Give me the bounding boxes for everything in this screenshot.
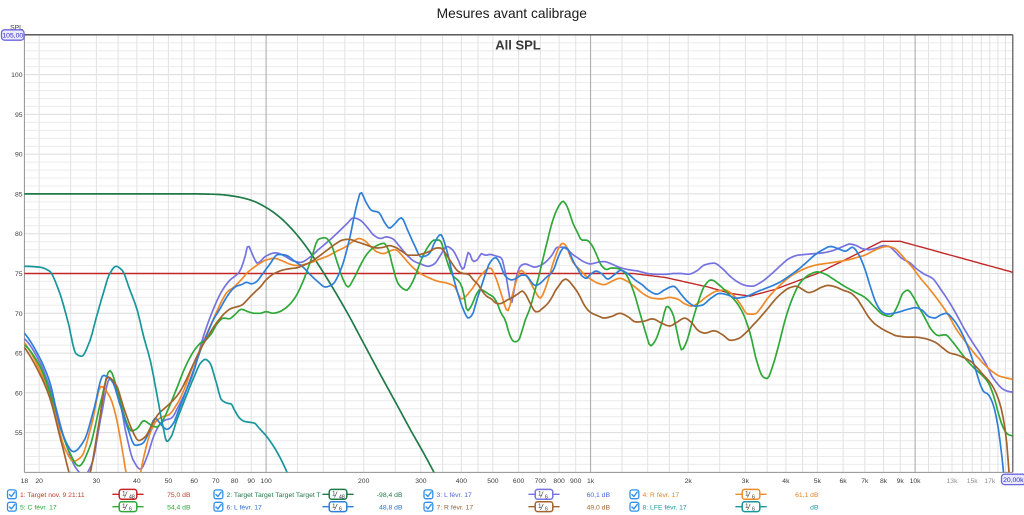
svg-text:6: 6 <box>545 507 548 513</box>
svg-text:500: 500 <box>487 478 499 485</box>
svg-text:65: 65 <box>15 351 23 358</box>
svg-text:dB: dB <box>810 504 819 511</box>
svg-text:/: / <box>334 503 338 512</box>
svg-text:7k: 7k <box>861 478 869 485</box>
svg-text:8k: 8k <box>880 478 888 485</box>
svg-text:6: L févr. 17: 6: L févr. 17 <box>227 504 262 511</box>
svg-text:1: 1 <box>538 492 542 498</box>
svg-text:90: 90 <box>15 152 23 159</box>
svg-text:48,8 dB: 48,8 dB <box>379 504 403 511</box>
svg-text:90: 90 <box>247 478 255 485</box>
svg-text:60,1 dB: 60,1 dB <box>587 492 611 499</box>
svg-text:1k: 1k <box>587 478 595 485</box>
svg-text:1: Target nov. 9 21:11: 1: Target nov. 9 21:11 <box>20 492 85 499</box>
svg-text:13k: 13k <box>947 478 959 485</box>
svg-text:600: 600 <box>513 478 525 485</box>
svg-text:9k: 9k <box>897 478 905 485</box>
svg-text:/: / <box>124 503 128 512</box>
svg-text:6: 6 <box>339 507 342 513</box>
svg-text:30: 30 <box>93 478 101 485</box>
svg-text:3k: 3k <box>742 478 750 485</box>
svg-text:100: 100 <box>260 478 272 485</box>
svg-text:6: 6 <box>752 494 755 500</box>
svg-text:10k: 10k <box>910 478 922 485</box>
svg-text:40: 40 <box>133 478 141 485</box>
svg-text:3: L févr. 17: 3: L févr. 17 <box>437 492 472 499</box>
svg-text:2k: 2k <box>685 478 693 485</box>
svg-text:75: 75 <box>15 271 23 278</box>
svg-text:48: 48 <box>339 494 345 500</box>
svg-text:7: R févr. 17: 7: R févr. 17 <box>437 504 474 511</box>
svg-text:/: / <box>747 491 751 500</box>
svg-text:17k: 17k <box>984 478 996 485</box>
svg-text:54,4 dB: 54,4 dB <box>167 504 191 511</box>
svg-text:60: 60 <box>15 390 23 397</box>
svg-text:70: 70 <box>212 478 220 485</box>
svg-text:5k: 5k <box>814 478 822 485</box>
svg-text:1: 1 <box>122 492 126 498</box>
svg-text:49,0 dB: 49,0 dB <box>587 504 611 511</box>
svg-text:1: 1 <box>332 492 336 498</box>
svg-text:55: 55 <box>15 430 23 437</box>
svg-text:/: / <box>124 491 128 500</box>
svg-text:61,1 dB: 61,1 dB <box>795 492 819 499</box>
svg-text:85: 85 <box>15 191 23 198</box>
svg-text:6: 6 <box>752 507 755 513</box>
svg-text:/: / <box>334 491 338 500</box>
svg-text:6: 6 <box>545 494 548 500</box>
svg-text:5: C févr. 17: 5: C févr. 17 <box>20 504 57 511</box>
svg-text:-98,4 dB: -98,4 dB <box>377 492 403 499</box>
svg-text:50: 50 <box>165 478 173 485</box>
svg-text:4: R févr. 17: 4: R févr. 17 <box>643 492 680 499</box>
svg-text:48: 48 <box>129 494 135 500</box>
svg-text:20: 20 <box>35 478 43 485</box>
svg-text:1: 1 <box>332 504 336 510</box>
svg-text:70: 70 <box>15 311 23 318</box>
svg-text:105,00: 105,00 <box>2 33 23 40</box>
svg-text:All SPL: All SPL <box>495 38 541 53</box>
svg-text:900: 900 <box>570 478 582 485</box>
svg-text:95: 95 <box>15 112 23 119</box>
svg-text:80: 80 <box>15 231 23 238</box>
svg-text:200: 200 <box>358 478 370 485</box>
svg-text:100: 100 <box>11 72 23 79</box>
svg-text:800: 800 <box>553 478 565 485</box>
svg-text:6k: 6k <box>840 478 848 485</box>
svg-text:SPL: SPL <box>10 24 23 31</box>
svg-text:75,0 dB: 75,0 dB <box>167 492 191 499</box>
svg-text:80: 80 <box>231 478 239 485</box>
svg-text:1: 1 <box>122 504 126 510</box>
svg-text:300: 300 <box>415 478 427 485</box>
svg-text:2: Target Target Target Target: 2: Target Target Target Target T <box>227 492 321 499</box>
svg-text:20,00k: 20,00k <box>1003 477 1024 484</box>
svg-text:1: 1 <box>745 504 749 510</box>
svg-text:/: / <box>747 503 751 512</box>
svg-text:/: / <box>540 491 544 500</box>
svg-text:4k: 4k <box>782 478 790 485</box>
svg-text:Mesures avant calibrage: Mesures avant calibrage <box>437 6 588 21</box>
svg-text:6: 6 <box>129 507 132 513</box>
svg-text:1: 1 <box>538 504 542 510</box>
svg-text:1: 1 <box>745 492 749 498</box>
svg-text:400: 400 <box>456 478 468 485</box>
svg-text:/: / <box>540 503 544 512</box>
svg-text:18: 18 <box>21 478 29 485</box>
svg-text:15k: 15k <box>967 478 979 485</box>
svg-text:700: 700 <box>535 478 547 485</box>
svg-text:60: 60 <box>190 478 198 485</box>
svg-text:8: LFE févr. 17: 8: LFE févr. 17 <box>643 504 687 511</box>
